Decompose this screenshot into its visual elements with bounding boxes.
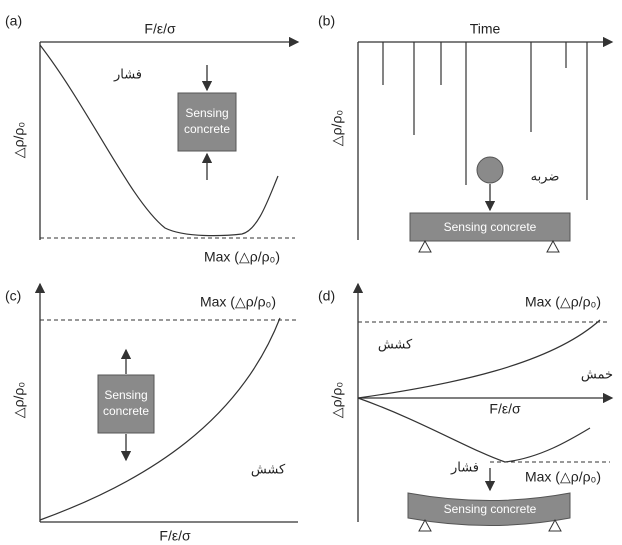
beam: Sensing concrete	[410, 213, 570, 241]
max-label: Max (△ρ/ρ₀)	[525, 469, 601, 485]
curve	[40, 45, 278, 236]
y-axis-label: △ρ/ρ₀	[329, 382, 345, 419]
box-text: Sensing concrete	[444, 502, 537, 516]
panel-label: (c)	[5, 288, 21, 304]
panel-d: (d) F/ε/σ △ρ/ρ₀ Max (△ρ/ρ₀) کشش خمش Max …	[318, 284, 613, 531]
figure: (a) F/ε/σ △ρ/ρ₀ Max (△ρ/ρ₀) فشار Sensing…	[0, 0, 622, 545]
x-axis-label: F/ε/σ	[489, 401, 521, 417]
annotation: فشار	[113, 68, 142, 83]
panel-label: (a)	[5, 13, 22, 29]
impact-ball	[477, 157, 503, 183]
x-axis-label: F/ε/σ	[144, 21, 176, 37]
panel-b: (b) Time △ρ/ρ₀ ضربه Sensing concrete	[318, 13, 612, 252]
x-axis-label: Time	[470, 21, 501, 37]
annotation: کشش	[378, 338, 413, 353]
x-axis-label: F/ε/σ	[159, 528, 191, 544]
box-text: concrete	[184, 122, 230, 136]
sample-box: Sensing concrete	[178, 93, 236, 151]
max-label: Max (△ρ/ρ₀)	[204, 249, 280, 265]
y-axis-label: △ρ/ρ₀	[11, 122, 27, 159]
y-axis-label: △ρ/ρ₀	[329, 110, 345, 147]
annotation: فشار	[450, 461, 479, 476]
panel-a: (a) F/ε/σ △ρ/ρ₀ Max (△ρ/ρ₀) فشار Sensing…	[5, 13, 298, 265]
tension-curve	[358, 320, 600, 398]
box-text: concrete	[103, 404, 149, 418]
compression-curve	[358, 398, 590, 462]
panel-label: (d)	[318, 288, 335, 304]
panel-label: (b)	[318, 13, 335, 29]
panel-c: (c) F/ε/σ △ρ/ρ₀ Max (△ρ/ρ₀) Sensing conc…	[5, 284, 298, 544]
y-axis-label: △ρ/ρ₀	[11, 382, 27, 419]
annotation: ضربه	[531, 170, 560, 185]
supports	[419, 241, 559, 252]
box-text: Sensing concrete	[444, 220, 537, 234]
annotation: خمش	[581, 368, 613, 383]
box-text: Sensing	[185, 106, 228, 120]
max-label: Max (△ρ/ρ₀)	[200, 294, 276, 310]
curve	[40, 318, 280, 520]
annotation: کشش	[251, 463, 286, 478]
bent-beam: Sensing concrete	[408, 493, 570, 526]
box-text: Sensing	[104, 388, 147, 402]
sample-box: Sensing concrete	[98, 375, 154, 433]
max-label: Max (△ρ/ρ₀)	[525, 294, 601, 310]
